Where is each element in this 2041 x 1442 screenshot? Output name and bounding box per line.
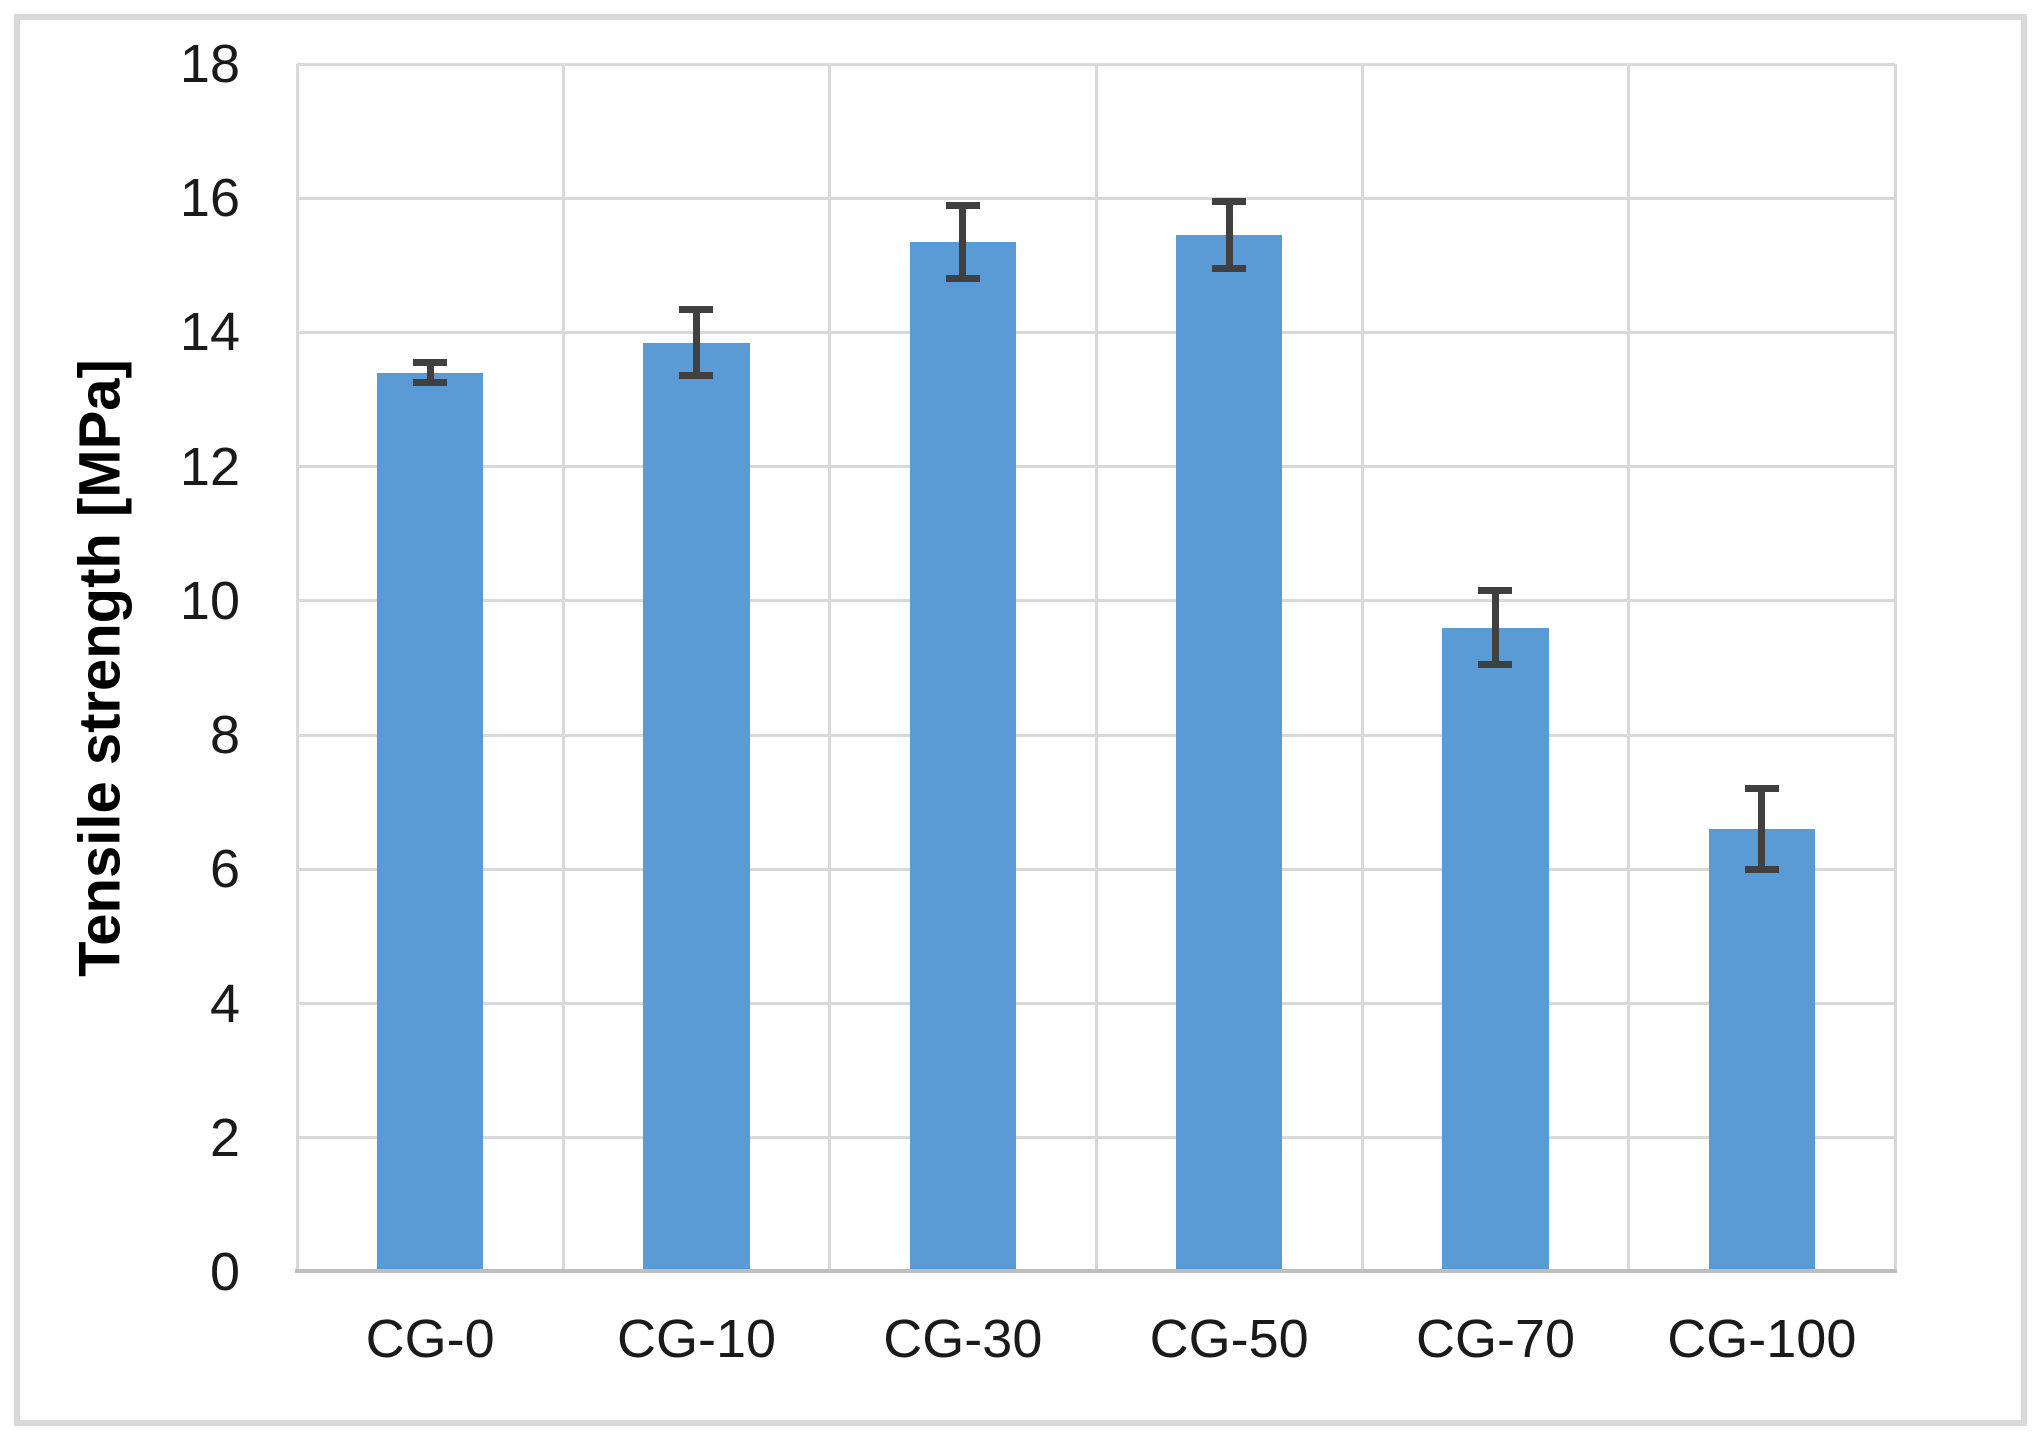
x-tick-label: CG-10 (616, 1309, 777, 1369)
x-tick-label: CG-70 (1415, 1309, 1576, 1369)
error-bar (959, 201, 967, 283)
bar (1442, 627, 1549, 1272)
gridline-vertical (1893, 64, 1897, 1272)
bar (1708, 829, 1816, 1272)
error-bar (692, 305, 700, 380)
error-bar (1491, 587, 1499, 668)
y-tick-label: 4 (209, 973, 240, 1034)
y-tick-label: 10 (179, 570, 240, 631)
y-tick-label: 12 (179, 436, 240, 497)
x-tick-label: CG-30 (883, 1309, 1043, 1369)
x-axis-line (295, 1269, 1897, 1273)
y-tick-label: 14 (179, 302, 240, 363)
y-tick-label: 0 (209, 1242, 240, 1302)
gridline-vertical (1094, 64, 1098, 1272)
x-tick-label: CG-100 (1667, 1309, 1857, 1369)
y-tick-label: 8 (209, 705, 240, 766)
bar-cell (563, 64, 829, 1272)
bar (643, 342, 750, 1272)
bar-cell (1096, 64, 1362, 1272)
bar-cell (297, 64, 563, 1272)
x-tick-label: CG-0 (365, 1309, 495, 1369)
x-tick-label: CG-50 (1149, 1309, 1309, 1369)
x-axis-tick-labels: CG-0 CG-10 CG-30 CG-50 CG-70 CG-100 (297, 1272, 1895, 1402)
y-axis-tick-labels: 0 2 4 6 8 10 12 14 16 18 (0, 37, 240, 1299)
error-bar (1225, 198, 1233, 273)
y-tick-label: 16 (179, 168, 240, 229)
gridline-vertical (1627, 64, 1631, 1272)
gridline-vertical (828, 64, 832, 1272)
error-bar (1758, 785, 1766, 873)
chart-outer-border (14, 14, 2027, 1426)
bar-cell (830, 64, 1096, 1272)
plot-area (295, 62, 1897, 1273)
y-tick-label: 2 (209, 1107, 240, 1168)
y-tick-label: 18 (179, 34, 240, 94)
error-bar (426, 359, 434, 387)
bar (909, 241, 1017, 1272)
gridline-vertical (295, 64, 299, 1272)
bar (1175, 235, 1283, 1272)
gridline-vertical (1360, 64, 1364, 1272)
y-tick-label: 6 (209, 839, 240, 900)
bar (376, 372, 484, 1272)
bar-cell (1629, 64, 1895, 1272)
gridline-vertical (561, 64, 565, 1272)
bar-cell (1362, 64, 1628, 1272)
